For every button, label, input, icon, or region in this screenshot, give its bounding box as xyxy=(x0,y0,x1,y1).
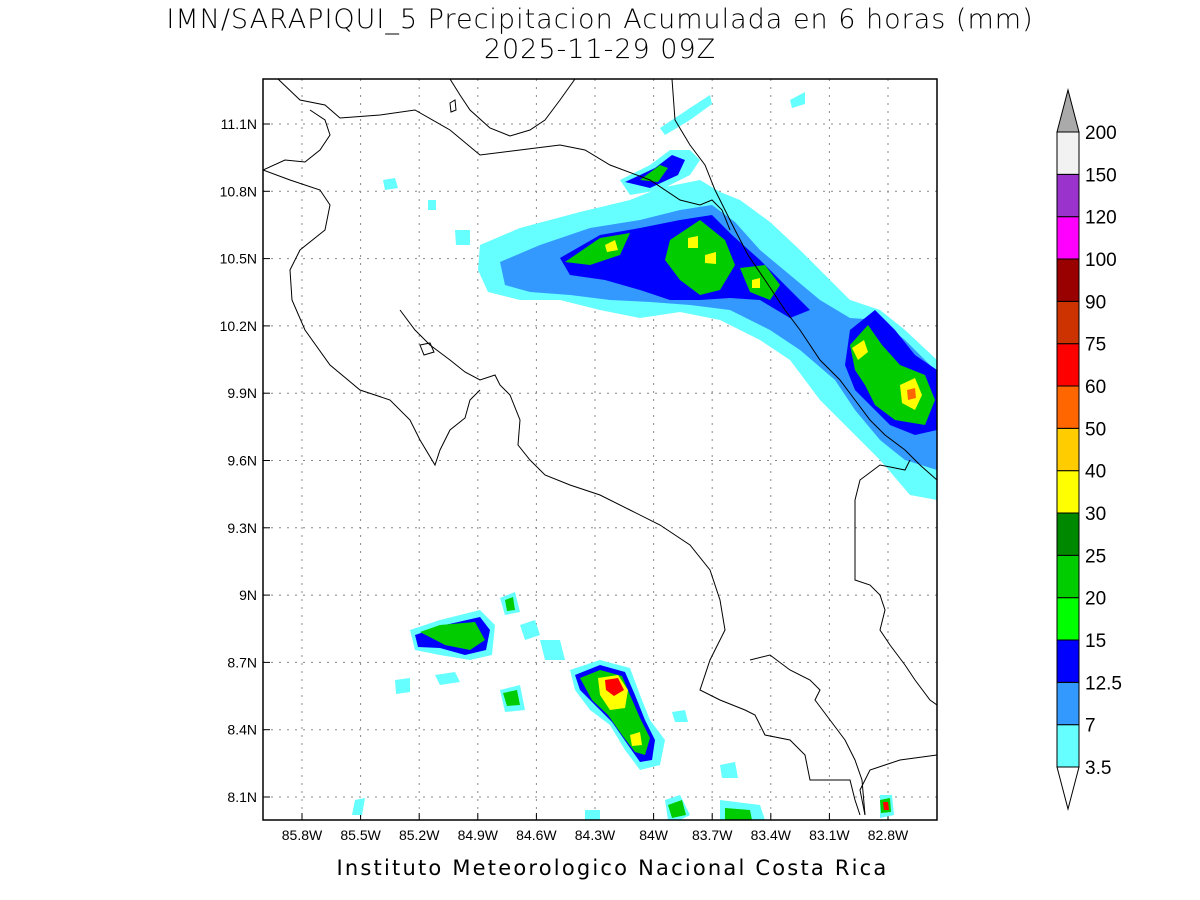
lon-tick-label: 84W xyxy=(639,827,669,843)
legend-swatch xyxy=(1056,427,1080,472)
nicaragua-border xyxy=(277,79,731,231)
lon-tick-label: 85.8W xyxy=(282,827,323,843)
legend-label: 30 xyxy=(1085,504,1106,525)
legend-label: 60 xyxy=(1085,377,1106,398)
map-date: 2025-11-29 09Z xyxy=(483,34,717,65)
color-legend: 3.5 7 12.5 15 20 25 30 40 50 60 75 90 100 120 150 200 xyxy=(1056,88,1122,811)
caribbean-coast xyxy=(671,79,937,481)
precip-north-small-green xyxy=(640,165,668,182)
legend-arrow-top xyxy=(1056,88,1080,133)
lat-tick-label: 9.9N xyxy=(227,385,257,401)
legend-swatch xyxy=(1056,173,1080,218)
precip-south-center-yellow xyxy=(598,675,642,746)
precip-band-north-green xyxy=(565,220,780,300)
lat-tick-label: 9.3N xyxy=(227,520,257,536)
legend-swatch xyxy=(1056,343,1080,387)
lon-tick-label: 82.8W xyxy=(868,827,909,843)
map-frame xyxy=(262,78,938,821)
osa-peninsula xyxy=(749,654,866,816)
gulf-coast xyxy=(399,309,861,816)
lon-tick-label: 84.3W xyxy=(575,827,616,843)
legend-label: 3.5 xyxy=(1085,758,1111,779)
legend-label: 12.5 xyxy=(1085,673,1122,694)
lon-tick-label: 83.7W xyxy=(692,827,733,843)
axis-tick-labels: 11.1N 10.8N 10.5N 10.2N 9.9N 9.6N 9.3N 9N 8.7N 8.… xyxy=(220,116,909,843)
legend-label: 15 xyxy=(1085,631,1106,652)
legend-label: 7 xyxy=(1085,716,1096,737)
grid-lines xyxy=(263,79,937,820)
lat-tick-label: 10.5N xyxy=(220,251,257,267)
institution-footer: Instituto Meteorologico Nacional Costa R… xyxy=(336,856,889,880)
lon-tick-label: 83.1W xyxy=(809,827,850,843)
legend-label: 20 xyxy=(1085,589,1106,610)
legend-swatch xyxy=(1056,258,1080,302)
legend-swatch xyxy=(1056,597,1080,641)
nicoya-coast xyxy=(263,109,481,467)
lat-tick-label: 9.6N xyxy=(227,453,257,469)
legend-label: 90 xyxy=(1085,292,1106,313)
legend-label: 150 xyxy=(1085,165,1117,186)
legend-swatch xyxy=(1056,681,1080,726)
lat-tick-label: 10.2N xyxy=(220,318,257,334)
lat-tick-label: 10.8N xyxy=(220,183,257,199)
legend-label: 200 xyxy=(1085,123,1117,144)
panama-border xyxy=(854,459,937,706)
legend-label: 75 xyxy=(1085,335,1106,356)
coastlines xyxy=(263,79,937,816)
legend-swatch xyxy=(1056,216,1080,260)
legend-label: 50 xyxy=(1085,419,1106,440)
lon-tick-label: 85.2W xyxy=(399,827,440,843)
legend-swatch xyxy=(1056,554,1080,599)
precip-south-center-green xyxy=(580,670,650,755)
lat-tick-label: 9N xyxy=(239,587,257,603)
lon-tick-label: 85.5W xyxy=(340,827,381,843)
lat-tick-label: 8.4N xyxy=(227,722,257,738)
precip-south-bottom-red xyxy=(883,802,889,810)
precip-south-center-red xyxy=(605,678,624,696)
legend-label: 25 xyxy=(1085,546,1106,567)
precipitation-field xyxy=(352,92,937,820)
legend-swatch xyxy=(1056,512,1080,556)
legend-swatch xyxy=(1056,385,1080,429)
island-outline xyxy=(419,99,457,356)
legend-label: 120 xyxy=(1085,208,1117,229)
precip-ne-cluster-yellow xyxy=(852,340,922,410)
legend-arrow-bottom xyxy=(1056,766,1080,811)
legend-label: 40 xyxy=(1085,462,1106,483)
legend-label: 100 xyxy=(1085,250,1117,271)
precip-south-west-green xyxy=(420,597,520,706)
lat-tick-label: 11.1N xyxy=(221,116,257,132)
lon-tick-label: 84.6W xyxy=(516,827,557,843)
legend-swatch xyxy=(1056,724,1080,768)
map-title: IMN/SARAPIQUI_5 Precipitacion Acumulada … xyxy=(166,4,1034,35)
legend-swatch xyxy=(1056,300,1080,345)
legend-swatch xyxy=(1056,470,1080,514)
lat-tick-label: 8.1N xyxy=(227,789,257,805)
lon-tick-label: 84.9W xyxy=(458,827,499,843)
legend-swatch xyxy=(1056,131,1080,175)
golfo-dulce xyxy=(859,754,937,816)
lon-tick-label: 83.4W xyxy=(751,827,792,843)
precip-ne-cluster-orange xyxy=(907,388,916,400)
lat-tick-label: 8.7N xyxy=(227,654,257,670)
precip-south-west xyxy=(395,592,565,712)
legend-swatch xyxy=(1056,639,1080,683)
lake-shore xyxy=(449,79,576,137)
